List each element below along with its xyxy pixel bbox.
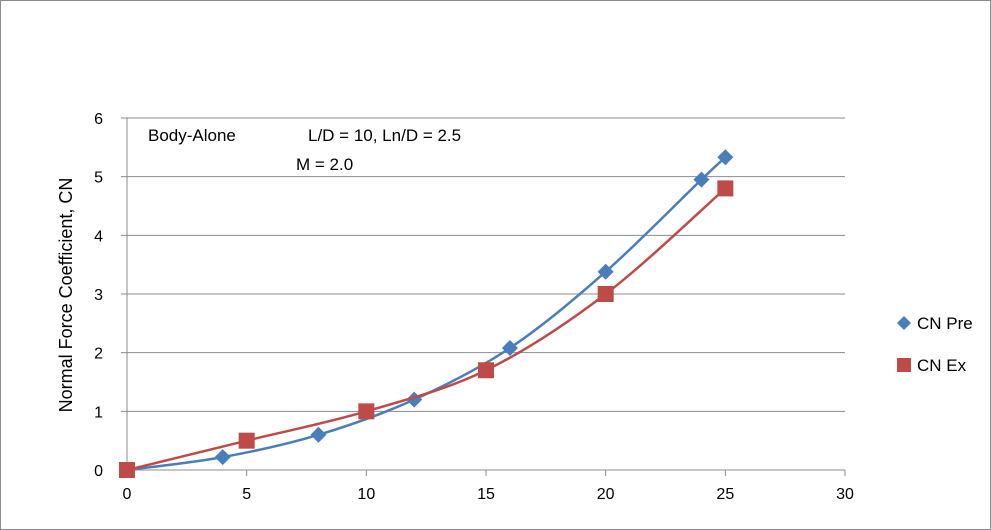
y-tick-label: 5 [94, 170, 103, 187]
series-square [119, 180, 734, 478]
data-point-square [717, 180, 734, 197]
data-point-square [358, 403, 375, 420]
tick-labels: 0 1 2 3 4 5 6 0 5 10 15 20 25 30 [94, 111, 854, 503]
legend: CN Pre CN Ex [897, 314, 973, 375]
annotation-body-alone: Body-Alone [148, 126, 236, 145]
legend-marker-square [897, 358, 911, 372]
legend-marker-diamond [897, 316, 911, 330]
data-point-square [478, 362, 494, 379]
y-tick-label: 2 [94, 346, 103, 363]
data-point-diamond [693, 171, 710, 188]
data-point-square [597, 286, 614, 302]
x-tick-label: 0 [123, 486, 132, 503]
data-point-square [119, 462, 135, 478]
data-point-diamond [310, 426, 327, 443]
y-tick-label: 3 [94, 287, 103, 304]
x-tick-label: 20 [597, 486, 615, 503]
x-tick-label: 10 [357, 486, 375, 503]
data-point-diamond [717, 149, 734, 166]
legend-item-cn-pre: CN Pre [897, 314, 973, 333]
gridlines [127, 117, 845, 412]
annotation-mach: M = 2.0 [296, 155, 353, 174]
y-tick-label: 0 [94, 463, 103, 480]
x-tick-label: 30 [836, 486, 854, 503]
annotation: Body-Alone L/D = 10, Ln/D = 2.5 M = 2.0 [148, 126, 461, 174]
legend-label: CN Pre [917, 314, 973, 333]
legend-label: CN Ex [917, 356, 967, 375]
data-point-diamond [597, 263, 614, 280]
series-line [126, 156, 727, 472]
data-point-diamond [501, 339, 518, 356]
x-tick-label: 15 [477, 486, 495, 503]
series-line [126, 187, 727, 472]
y-tick-label: 4 [94, 228, 103, 245]
plot-area [119, 149, 734, 478]
x-tick-label: 25 [716, 486, 734, 503]
y-axis-title: Normal Force Coefficient, CN [56, 178, 76, 413]
x-tick-label: 5 [242, 486, 251, 503]
y-tick-label: 1 [94, 404, 103, 421]
legend-item-cn-ex: CN Ex [897, 356, 967, 375]
annotation-geometry: L/D = 10, Ln/D = 2.5 [308, 126, 461, 145]
data-point-diamond [214, 449, 231, 466]
y-tick-label: 6 [94, 111, 103, 128]
data-point-square [238, 432, 255, 449]
